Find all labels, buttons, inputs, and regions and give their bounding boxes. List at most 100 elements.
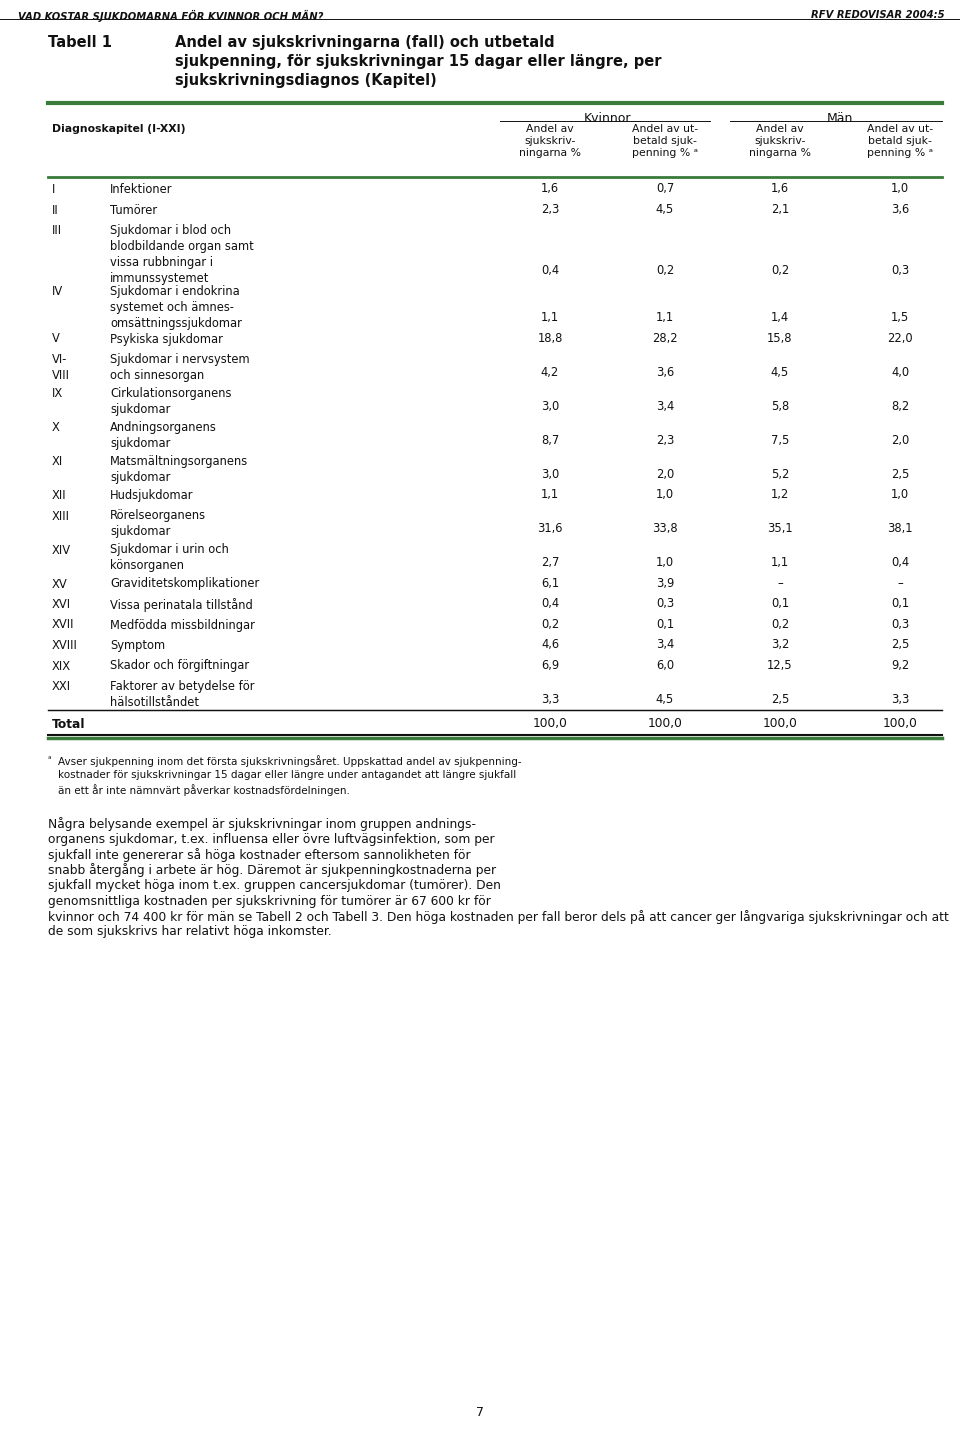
Text: Sjukdomar i urin och
könsorganen: Sjukdomar i urin och könsorganen xyxy=(110,543,228,573)
Text: 9,2: 9,2 xyxy=(891,658,909,671)
Text: 100,0: 100,0 xyxy=(648,717,683,730)
Text: 100,0: 100,0 xyxy=(533,717,567,730)
Text: 0,4: 0,4 xyxy=(540,598,559,611)
Text: 3,6: 3,6 xyxy=(891,203,909,216)
Text: III: III xyxy=(52,225,62,238)
Text: 2,0: 2,0 xyxy=(891,433,909,446)
Text: V: V xyxy=(52,333,60,346)
Text: 0,2: 0,2 xyxy=(656,264,674,276)
Text: 4,5: 4,5 xyxy=(656,693,674,706)
Text: Kvinnor: Kvinnor xyxy=(584,112,632,125)
Text: 100,0: 100,0 xyxy=(762,717,798,730)
Text: Sjukdomar i blod och
blodbildande organ samt
vissa rubbningar i
immunssystemet: Sjukdomar i blod och blodbildande organ … xyxy=(110,225,253,285)
Text: 4,5: 4,5 xyxy=(771,366,789,379)
Text: 3,3: 3,3 xyxy=(540,693,559,706)
Text: VI-
VIII: VI- VIII xyxy=(52,353,70,382)
Text: 1,1: 1,1 xyxy=(540,488,559,501)
Text: XII: XII xyxy=(52,490,66,503)
Text: Vissa perinatala tillstånd: Vissa perinatala tillstånd xyxy=(110,598,252,612)
Text: 0,2: 0,2 xyxy=(540,618,559,631)
Text: snabb återgång i arbete är hög. Däremot är sjukpenningkostnaderna per: snabb återgång i arbete är hög. Däremot … xyxy=(48,864,496,877)
Text: 2,7: 2,7 xyxy=(540,556,559,569)
Text: 1,0: 1,0 xyxy=(656,488,674,501)
Text: 2,5: 2,5 xyxy=(891,468,909,481)
Text: Andel av ut-
betald sjuk-
penning % ᵃ: Andel av ut- betald sjuk- penning % ᵃ xyxy=(867,124,933,158)
Text: 2,5: 2,5 xyxy=(771,693,789,706)
Text: Graviditetskomplikationer: Graviditetskomplikationer xyxy=(110,577,259,590)
Text: 1,2: 1,2 xyxy=(771,488,789,501)
Text: 5,8: 5,8 xyxy=(771,400,789,413)
Text: XVII: XVII xyxy=(52,619,75,632)
Text: 3,2: 3,2 xyxy=(771,638,789,651)
Text: Andel av sjukskrivningarna (fall) och utbetald
sjukpenning, för sjukskrivningar : Andel av sjukskrivningarna (fall) och ut… xyxy=(175,35,661,88)
Text: Sjukdomar i nervsystem
och sinnesorgan: Sjukdomar i nervsystem och sinnesorgan xyxy=(110,353,250,382)
Text: 2,3: 2,3 xyxy=(540,203,559,216)
Text: Cirkulationsorganens
sjukdomar: Cirkulationsorganens sjukdomar xyxy=(110,387,231,416)
Text: 3,0: 3,0 xyxy=(540,400,559,413)
Text: 3,4: 3,4 xyxy=(656,638,674,651)
Text: XVI: XVI xyxy=(52,598,71,611)
Text: 28,2: 28,2 xyxy=(652,331,678,344)
Text: Andel av
sjukskriv-
ningarna %: Andel av sjukskriv- ningarna % xyxy=(519,124,581,158)
Text: Tabell 1: Tabell 1 xyxy=(48,35,112,50)
Text: 15,8: 15,8 xyxy=(767,331,793,344)
Text: Faktorer av betydelse för
hälsotillståndet: Faktorer av betydelse för hälsotillstånd… xyxy=(110,680,254,708)
Text: Skador och förgiftningar: Skador och förgiftningar xyxy=(110,660,250,672)
Text: 1,4: 1,4 xyxy=(771,311,789,324)
Text: organens sjukdomar, t.ex. influensa eller övre luftvägsinfektion, som per: organens sjukdomar, t.ex. influensa elle… xyxy=(48,832,494,845)
Text: Hudsjukdomar: Hudsjukdomar xyxy=(110,490,194,503)
Text: XIX: XIX xyxy=(52,660,71,672)
Text: 6,0: 6,0 xyxy=(656,658,674,671)
Text: Män: Män xyxy=(827,112,853,125)
Text: 35,1: 35,1 xyxy=(767,523,793,536)
Text: Diagnoskapitel (I-XXI): Diagnoskapitel (I-XXI) xyxy=(52,124,185,134)
Text: 2,3: 2,3 xyxy=(656,433,674,446)
Text: 38,1: 38,1 xyxy=(887,523,913,536)
Text: Total: Total xyxy=(52,717,85,730)
Text: 3,6: 3,6 xyxy=(656,366,674,379)
Text: 2,1: 2,1 xyxy=(771,203,789,216)
Text: 0,2: 0,2 xyxy=(771,264,789,276)
Text: Symptom: Symptom xyxy=(110,639,165,652)
Text: Infektioner: Infektioner xyxy=(110,183,173,196)
Text: RFV REDOVISAR 2004:5: RFV REDOVISAR 2004:5 xyxy=(811,10,945,20)
Text: Andel av
sjukskriv-
ningarna %: Andel av sjukskriv- ningarna % xyxy=(749,124,811,158)
Text: Matsmältningsorganens
sjukdomar: Matsmältningsorganens sjukdomar xyxy=(110,455,249,484)
Text: Några belysande exempel är sjukskrivningar inom gruppen andnings-: Några belysande exempel är sjukskrivning… xyxy=(48,816,476,831)
Text: 33,8: 33,8 xyxy=(652,523,678,536)
Text: 0,3: 0,3 xyxy=(891,618,909,631)
Text: X: X xyxy=(52,420,60,433)
Text: 2,0: 2,0 xyxy=(656,468,674,481)
Text: VAD KOSTAR SJUKDOMARNA FÖR KVINNOR OCH MÄN?: VAD KOSTAR SJUKDOMARNA FÖR KVINNOR OCH M… xyxy=(18,10,324,22)
Text: I: I xyxy=(52,183,56,196)
Text: 0,4: 0,4 xyxy=(891,556,909,569)
Text: 3,4: 3,4 xyxy=(656,400,674,413)
Text: 1,1: 1,1 xyxy=(540,311,559,324)
Text: 0,3: 0,3 xyxy=(891,264,909,276)
Text: 1,1: 1,1 xyxy=(771,556,789,569)
Text: 7,5: 7,5 xyxy=(771,433,789,446)
Text: 6,9: 6,9 xyxy=(540,658,559,671)
Text: 3,0: 3,0 xyxy=(540,468,559,481)
Text: II: II xyxy=(52,203,59,216)
Text: 5,2: 5,2 xyxy=(771,468,789,481)
Text: 0,2: 0,2 xyxy=(771,618,789,631)
Text: 7: 7 xyxy=(476,1405,484,1418)
Text: 3,9: 3,9 xyxy=(656,577,674,590)
Text: IV: IV xyxy=(52,285,63,298)
Text: 4,6: 4,6 xyxy=(540,638,559,651)
Text: XI: XI xyxy=(52,455,63,468)
Text: 0,1: 0,1 xyxy=(771,598,789,611)
Text: kvinnor och 74 400 kr för män se Tabell 2 och Tabell 3. Den höga kostnaden per f: kvinnor och 74 400 kr för män se Tabell … xyxy=(48,910,948,924)
Text: XIV: XIV xyxy=(52,543,71,556)
Text: 0,1: 0,1 xyxy=(656,618,674,631)
Text: genomsnittliga kostnaden per sjukskrivning för tumörer är 67 600 kr för: genomsnittliga kostnaden per sjukskrivni… xyxy=(48,894,491,907)
Text: sjukfall mycket höga inom t.ex. gruppen cancersjukdomar (tumörer). Den: sjukfall mycket höga inom t.ex. gruppen … xyxy=(48,878,501,891)
Text: 22,0: 22,0 xyxy=(887,331,913,344)
Text: 0,7: 0,7 xyxy=(656,183,674,196)
Text: 8,7: 8,7 xyxy=(540,433,559,446)
Text: Andel av ut-
betald sjuk-
penning % ᵃ: Andel av ut- betald sjuk- penning % ᵃ xyxy=(632,124,698,158)
Text: Psykiska sjukdomar: Psykiska sjukdomar xyxy=(110,333,223,346)
Text: Tumörer: Tumörer xyxy=(110,203,157,216)
Text: 3,3: 3,3 xyxy=(891,693,909,706)
